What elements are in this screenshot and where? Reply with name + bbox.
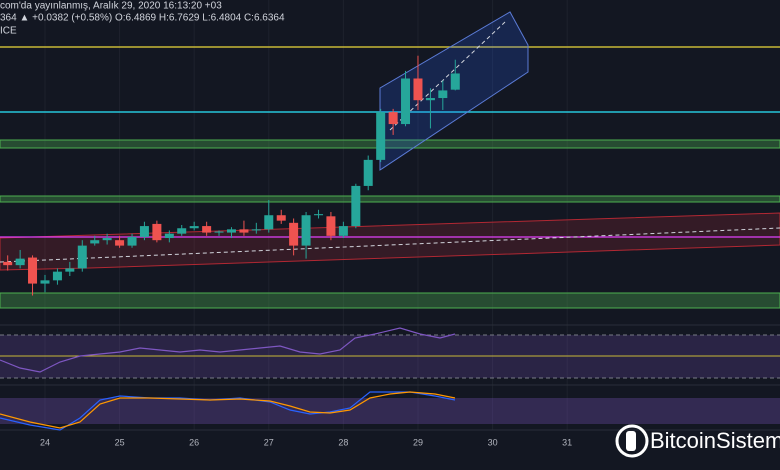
candle-body	[363, 159, 373, 186]
watermark-text: BitcoinSistemi	[650, 428, 780, 453]
candle-body	[425, 98, 435, 101]
candle-body	[239, 229, 249, 233]
candle-body	[351, 185, 361, 227]
candle-body	[202, 226, 212, 233]
x-tick-label: 26	[189, 437, 199, 447]
logo-mark	[626, 431, 636, 451]
candle-body	[115, 240, 125, 246]
rsi-line	[0, 327, 456, 373]
x-tick-label: 24	[40, 437, 50, 447]
stoch-band	[0, 398, 780, 424]
candle-body	[338, 226, 348, 236]
candle-body	[164, 233, 174, 239]
x-tick-label: 30	[488, 437, 498, 447]
candle-body	[289, 222, 299, 246]
x-tick-label: 29	[413, 437, 423, 447]
candle-body	[264, 215, 274, 230]
indicator-label: ICE	[0, 26, 17, 37]
candle-body	[127, 236, 137, 246]
candle-body	[413, 78, 423, 101]
grid	[44, 0, 568, 430]
support-zone	[0, 195, 780, 203]
candle-body	[214, 231, 224, 233]
x-tick-label: 31	[562, 437, 572, 447]
candle-body	[65, 268, 75, 272]
support-zone	[0, 139, 780, 149]
candle-body	[189, 226, 199, 229]
candle-body	[376, 112, 386, 160]
x-tick-label: 27	[264, 437, 274, 447]
candle-body	[276, 215, 286, 221]
candle-body	[102, 238, 112, 241]
x-tick-label: 25	[115, 437, 125, 447]
logo-ring	[615, 424, 649, 458]
candle-body	[438, 90, 448, 99]
candle-body	[3, 261, 13, 266]
candle-body	[90, 240, 100, 244]
support-zone	[0, 292, 780, 309]
candle-body	[152, 223, 162, 241]
trend-channel	[0, 212, 780, 271]
candle-body	[177, 228, 187, 234]
candle-body	[301, 215, 311, 246]
watermark: BitcoinSistemi	[615, 424, 780, 458]
x-tick-label: 28	[338, 437, 348, 447]
candle-body	[40, 280, 50, 284]
candle-body	[388, 112, 398, 125]
stoch-d	[0, 391, 456, 429]
header-title: com'da yayınlanmış, Aralık 29, 2020 16:1…	[0, 1, 222, 12]
candle-body	[28, 257, 38, 284]
candle-body	[15, 258, 25, 266]
candle-body	[77, 245, 87, 269]
candle-body	[401, 78, 411, 125]
candle-body	[326, 216, 336, 236]
header-ohlc: 364 ▲ +0.0382 (+0.58%) O:6.4869 H:6.7629…	[0, 13, 285, 24]
candles	[3, 55, 460, 296]
candle-body	[52, 271, 62, 281]
candle-body	[139, 226, 149, 237]
candle-body	[450, 73, 460, 90]
candle-body	[251, 229, 261, 231]
candle-body	[226, 229, 236, 233]
candle-body	[314, 214, 324, 216]
channel-mid	[389, 21, 506, 131]
